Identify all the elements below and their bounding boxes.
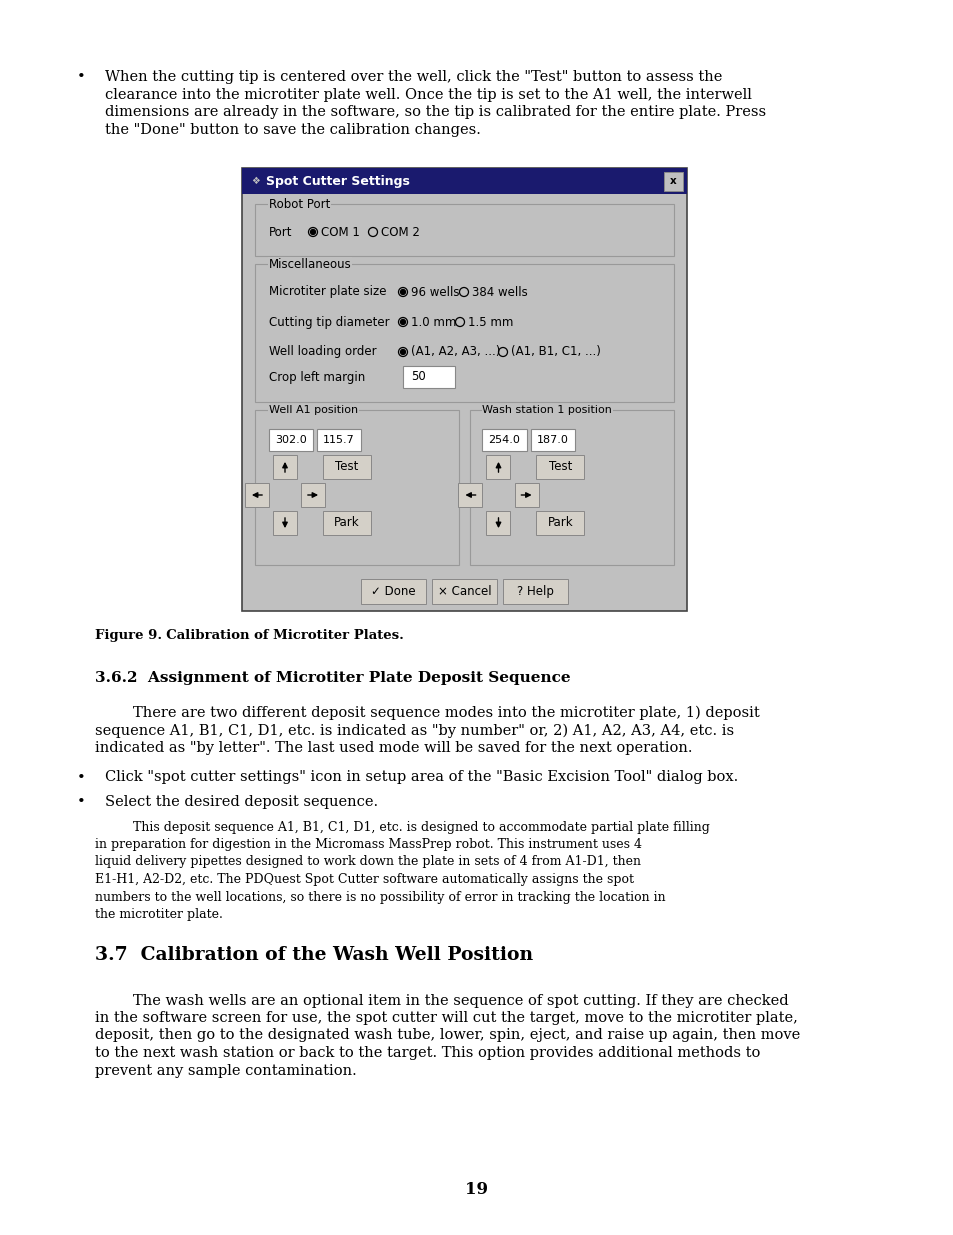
Text: Park: Park	[547, 516, 573, 530]
Bar	[486, 454, 510, 479]
Text: in preparation for digestion in the Micromass MassPrep robot. This instrument us: in preparation for digestion in the Micr…	[95, 839, 641, 851]
Bar	[502, 579, 567, 604]
Text: Crop left margin: Crop left margin	[269, 370, 365, 384]
Text: indicated as "by letter". The last used mode will be saved for the next operatio: indicated as "by letter". The last used …	[95, 741, 692, 755]
Bar	[514, 483, 537, 508]
Text: Spot Cutter Settings: Spot Cutter Settings	[266, 174, 410, 188]
Text: ❖: ❖	[251, 177, 259, 186]
Text: 1.0 mm: 1.0 mm	[411, 315, 456, 329]
Bar	[530, 429, 574, 451]
Text: to the next wash station or back to the target. This option provides additional : to the next wash station or back to the …	[95, 1046, 760, 1060]
Circle shape	[400, 289, 405, 294]
Bar	[323, 511, 371, 535]
Circle shape	[400, 350, 405, 354]
Bar	[458, 483, 482, 508]
Bar	[663, 172, 682, 190]
Text: The wash wells are an optional item in the sequence of spot cutting. If they are: The wash wells are an optional item in t…	[132, 993, 788, 1008]
Text: Miscellaneous: Miscellaneous	[269, 258, 352, 270]
Text: sequence A1, B1, C1, D1, etc. is indicated as "by number" or, 2) A1, A2, A3, A4,: sequence A1, B1, C1, D1, etc. is indicat…	[95, 724, 734, 737]
Text: Microtiter plate size: Microtiter plate size	[269, 285, 386, 299]
Text: in the software screen for use, the spot cutter will cut the target, move to the: in the software screen for use, the spot…	[95, 1011, 797, 1025]
Text: 187.0: 187.0	[536, 435, 568, 445]
Bar	[242, 168, 686, 611]
Text: Cutting tip diameter: Cutting tip diameter	[269, 315, 389, 329]
Bar	[323, 454, 371, 479]
Bar	[316, 429, 360, 451]
Text: 50: 50	[411, 370, 425, 384]
Text: the microtiter plate.: the microtiter plate.	[95, 908, 223, 921]
Text: This deposit sequence A1, B1, C1, D1, etc. is designed to accommodate partial pl: This deposit sequence A1, B1, C1, D1, et…	[132, 820, 709, 834]
Text: 254.0: 254.0	[488, 435, 520, 445]
Bar	[536, 454, 584, 479]
Text: Well A1 position: Well A1 position	[269, 405, 357, 415]
Bar	[273, 511, 296, 535]
Text: clearance into the microtiter plate well. Once the tip is set to the A1 well, th: clearance into the microtiter plate well…	[105, 88, 751, 101]
Bar	[470, 410, 673, 564]
Text: Park: Park	[334, 516, 359, 530]
Text: the "Done" button to save the calibration changes.: the "Done" button to save the calibratio…	[105, 122, 480, 137]
Bar	[360, 579, 426, 604]
Text: Select the desired deposit sequence.: Select the desired deposit sequence.	[105, 795, 377, 809]
Text: x: x	[669, 177, 677, 186]
Circle shape	[310, 230, 315, 235]
Bar	[536, 511, 584, 535]
Text: •: •	[77, 771, 86, 784]
Text: E1-H1, A2-D2, etc. The PDQuest Spot Cutter software automatically assigns the sp: E1-H1, A2-D2, etc. The PDQuest Spot Cutt…	[95, 873, 634, 885]
Text: 3.7  Calibration of the Wash Well Position: 3.7 Calibration of the Wash Well Positio…	[95, 946, 533, 963]
Text: × Cancel: × Cancel	[437, 585, 491, 598]
Text: Figure 9.: Figure 9.	[95, 629, 162, 642]
Text: (A1, B1, C1, ...): (A1, B1, C1, ...)	[511, 346, 600, 358]
Text: prevent any sample contamination.: prevent any sample contamination.	[95, 1063, 356, 1077]
Bar	[273, 454, 296, 479]
Text: 302.0: 302.0	[274, 435, 307, 445]
Text: Wash station 1 position: Wash station 1 position	[482, 405, 612, 415]
Text: Test: Test	[548, 461, 572, 473]
Bar	[482, 429, 526, 451]
Text: When the cutting tip is centered over the well, click the "Test" button to asses: When the cutting tip is centered over th…	[105, 70, 721, 84]
Bar	[254, 264, 673, 403]
Text: 384 wells: 384 wells	[472, 285, 527, 299]
Text: Test: Test	[335, 461, 358, 473]
Text: 115.7: 115.7	[323, 435, 355, 445]
Text: dimensions are already in the software, so the tip is calibrated for the entire : dimensions are already in the software, …	[105, 105, 765, 119]
Circle shape	[400, 320, 405, 325]
Text: deposit, then go to the designated wash tube, lower, spin, eject, and raise up a: deposit, then go to the designated wash …	[95, 1029, 800, 1042]
Bar	[301, 483, 325, 508]
Text: 96 wells: 96 wells	[411, 285, 459, 299]
Bar	[402, 366, 455, 388]
Text: COM 1: COM 1	[320, 226, 359, 238]
Text: Robot Port: Robot Port	[269, 198, 330, 210]
Text: COM 2: COM 2	[380, 226, 419, 238]
Text: 3.6.2  Assignment of Microtiter Plate Deposit Sequence: 3.6.2 Assignment of Microtiter Plate Dep…	[95, 671, 570, 685]
Text: 1.5 mm: 1.5 mm	[468, 315, 513, 329]
Text: Well loading order: Well loading order	[269, 346, 376, 358]
Text: Port: Port	[269, 226, 293, 238]
Text: Calibration of Microtiter Plates.: Calibration of Microtiter Plates.	[157, 629, 403, 642]
Bar	[254, 204, 673, 256]
Text: numbers to the well locations, so there is no possibility of error in tracking t: numbers to the well locations, so there …	[95, 890, 665, 904]
Text: Click "spot cutter settings" icon in setup area of the "Basic Excision Tool" dia: Click "spot cutter settings" icon in set…	[105, 771, 738, 784]
Bar	[245, 483, 269, 508]
Text: •: •	[77, 795, 86, 809]
Bar	[432, 579, 497, 604]
Bar	[242, 168, 686, 194]
Text: There are two different deposit sequence modes into the microtiter plate, 1) dep: There are two different deposit sequence…	[132, 706, 759, 720]
Text: liquid delivery pipettes designed to work down the plate in sets of 4 from A1-D1: liquid delivery pipettes designed to wor…	[95, 856, 640, 868]
Bar	[269, 429, 313, 451]
Text: ✓ Done: ✓ Done	[371, 585, 416, 598]
Bar	[486, 511, 510, 535]
Text: ? Help: ? Help	[517, 585, 554, 598]
Text: 19: 19	[465, 1182, 488, 1198]
Text: (A1, A2, A3, ...): (A1, A2, A3, ...)	[411, 346, 500, 358]
Bar	[254, 410, 458, 564]
Text: •: •	[77, 70, 86, 84]
